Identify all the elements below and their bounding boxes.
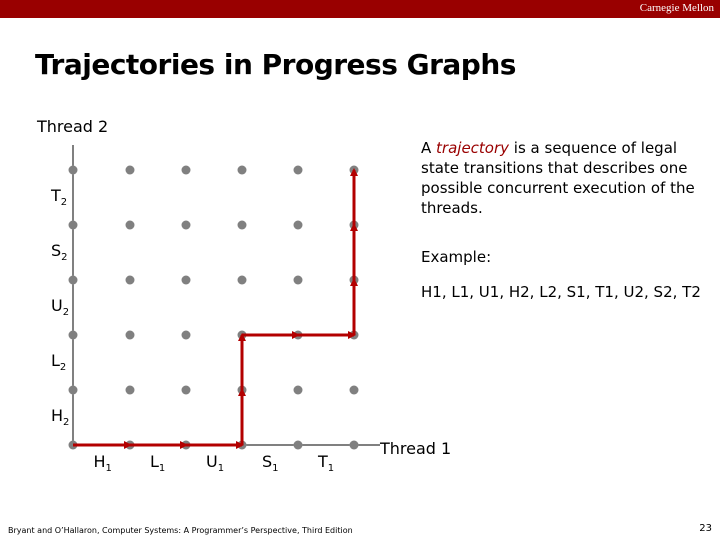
state-dot bbox=[68, 330, 78, 340]
slide-title: Trajectories in Progress Graphs bbox=[35, 48, 516, 81]
example-sequence: H1, L1, U1, H2, L2, S1, T1, U2, S2, T2 bbox=[421, 283, 701, 301]
example-label: Example: bbox=[421, 248, 492, 266]
trajectory-description: A trajectory is a sequence of legal stat… bbox=[421, 139, 695, 217]
state-dot bbox=[349, 440, 359, 450]
state-dot bbox=[293, 220, 303, 230]
y-label-s2: S2 bbox=[51, 240, 68, 263]
state-dot bbox=[68, 165, 78, 175]
state-dot bbox=[125, 220, 135, 230]
state-grid bbox=[68, 165, 359, 450]
state-dot bbox=[237, 275, 247, 285]
y-label-l2: L2 bbox=[51, 350, 67, 373]
x-label-u1: U1 bbox=[206, 452, 225, 475]
trajectory-path bbox=[73, 168, 358, 449]
state-dot bbox=[68, 385, 78, 395]
y-label-u2: U2 bbox=[51, 295, 70, 318]
page-number: 23 bbox=[699, 523, 712, 534]
x-label-t1: T1 bbox=[318, 452, 335, 475]
state-dot bbox=[181, 220, 191, 230]
org-name: Carnegie Mellon bbox=[639, 2, 714, 14]
state-dot bbox=[125, 275, 135, 285]
state-dot bbox=[237, 220, 247, 230]
state-dot bbox=[293, 275, 303, 285]
state-dot bbox=[181, 330, 191, 340]
y-label-t2: T2 bbox=[51, 185, 68, 208]
footer-citation: Bryant and O’Hallaron, Computer Systems:… bbox=[8, 526, 353, 535]
x-label-l1: L1 bbox=[150, 452, 166, 475]
x-axis-title: Thread 1 bbox=[380, 439, 452, 458]
x-label-h1: H1 bbox=[93, 452, 112, 475]
state-dot bbox=[68, 220, 78, 230]
state-dot bbox=[237, 165, 247, 175]
state-dot bbox=[181, 275, 191, 285]
state-dot bbox=[125, 385, 135, 395]
state-dot bbox=[68, 275, 78, 285]
state-dot bbox=[125, 330, 135, 340]
header-bar: Carnegie Mellon bbox=[0, 0, 720, 18]
y-axis-title: Thread 2 bbox=[37, 117, 109, 136]
state-dot bbox=[349, 385, 359, 395]
y-label-h2: H2 bbox=[51, 405, 70, 428]
state-dot bbox=[293, 385, 303, 395]
state-dot bbox=[293, 440, 303, 450]
state-dot bbox=[293, 165, 303, 175]
state-dot bbox=[181, 385, 191, 395]
state-dot bbox=[181, 165, 191, 175]
trajectory-term: trajectory bbox=[436, 139, 510, 157]
x-label-s1: S1 bbox=[262, 452, 279, 475]
state-dot bbox=[125, 165, 135, 175]
